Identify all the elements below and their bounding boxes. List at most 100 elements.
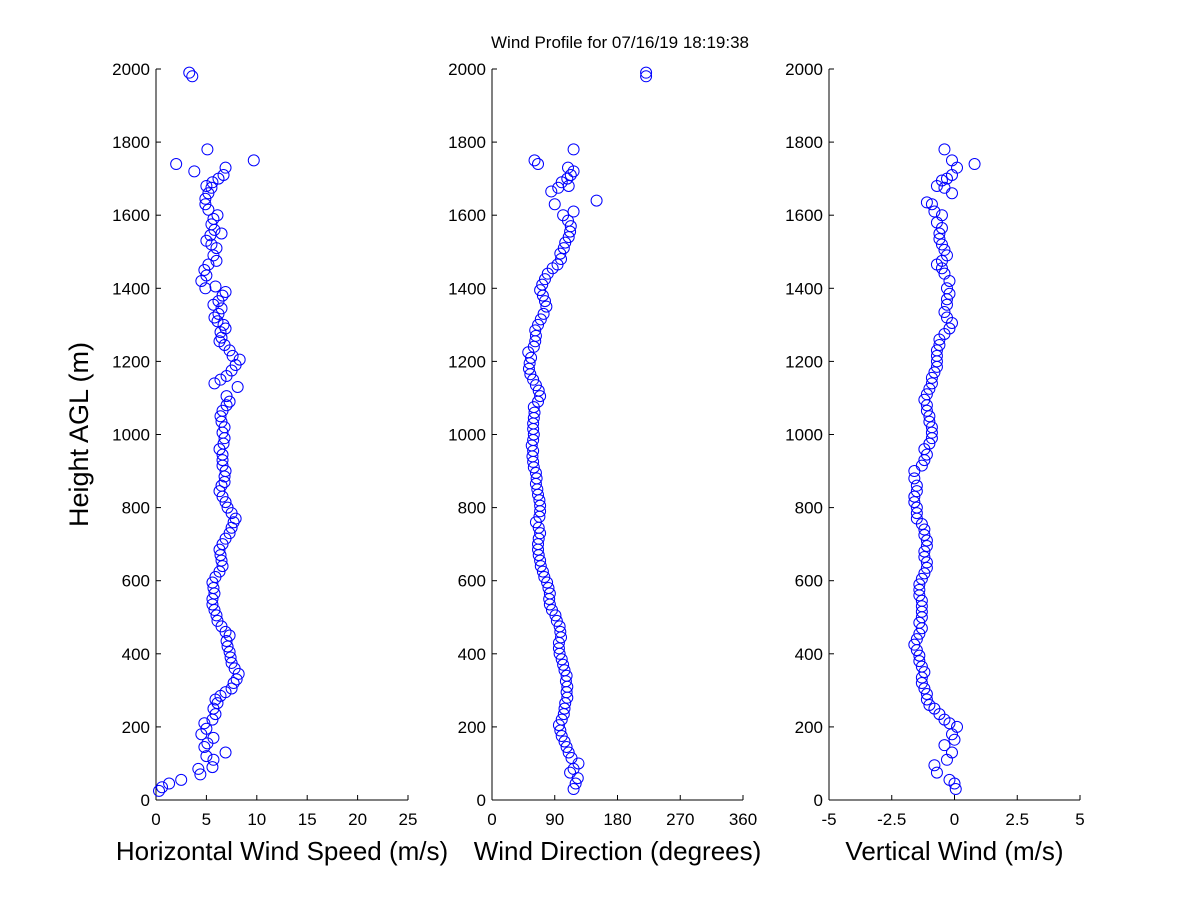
y-tick-label: 1200 <box>448 352 486 371</box>
data-point <box>925 421 938 434</box>
data-point <box>186 70 199 83</box>
y-tick-label: 1600 <box>112 206 150 225</box>
data-point <box>550 614 563 627</box>
data-point <box>915 594 928 607</box>
data-point <box>935 174 948 187</box>
data-point <box>562 179 575 192</box>
data-point <box>207 731 220 744</box>
data-point <box>923 410 936 423</box>
data-point <box>529 466 542 479</box>
y-tick-label: 1800 <box>112 133 150 152</box>
data-point <box>198 717 211 730</box>
x-tick-label: 0 <box>487 810 496 829</box>
data-point <box>247 154 260 167</box>
x-axis-label: Vertical Wind (m/s) <box>845 836 1063 866</box>
data-point <box>223 395 236 408</box>
data-point <box>223 645 236 658</box>
data-point <box>925 377 938 390</box>
data-point <box>935 238 948 251</box>
data-point <box>910 501 923 514</box>
data-point <box>925 371 938 384</box>
data-point <box>923 415 936 428</box>
x-axis-label: Wind Direction (degrees) <box>474 836 762 866</box>
data-point <box>536 278 549 291</box>
data-point <box>218 421 231 434</box>
data-point <box>216 454 229 467</box>
data-point <box>542 582 555 595</box>
data-point <box>532 158 545 171</box>
data-point <box>558 735 571 748</box>
data-point <box>567 783 580 796</box>
data-point <box>920 448 933 461</box>
data-point <box>538 273 551 286</box>
data-point <box>557 242 570 255</box>
x-tick-label: 360 <box>729 810 757 829</box>
data-point <box>945 187 958 200</box>
data-point <box>188 165 201 178</box>
data-point <box>201 143 214 156</box>
x-tick-label: 270 <box>666 810 694 829</box>
data-point <box>183 66 196 79</box>
y-tick-label: 600 <box>122 572 150 591</box>
data-point <box>208 311 221 324</box>
data-point <box>202 258 215 271</box>
y-tick-label: 2000 <box>448 60 486 79</box>
data-point <box>211 315 224 328</box>
data-point <box>560 669 573 682</box>
x-tick-label: 90 <box>545 810 564 829</box>
x-tick-label: 5 <box>1075 810 1084 829</box>
data-point <box>940 311 953 324</box>
data-point <box>918 682 931 695</box>
data-point <box>545 603 558 616</box>
data-point <box>935 209 948 222</box>
data-point <box>211 209 224 222</box>
data-point <box>564 220 577 233</box>
data-point <box>529 324 542 337</box>
data-point <box>226 349 239 362</box>
data-point <box>528 154 541 167</box>
y-tick-label: 200 <box>122 718 150 737</box>
data-point <box>206 576 219 589</box>
data-point <box>918 523 931 536</box>
data-point <box>200 179 213 192</box>
data-point <box>933 338 946 351</box>
y-tick-label: 0 <box>814 791 823 810</box>
data-point <box>207 753 220 766</box>
data-point <box>536 565 549 578</box>
data-point <box>920 688 933 701</box>
data-point <box>200 750 213 763</box>
data-point <box>202 203 215 216</box>
data-point <box>541 576 554 589</box>
data-point <box>215 227 228 240</box>
data-point <box>163 777 176 790</box>
data-point <box>567 143 580 156</box>
data-point <box>227 677 240 690</box>
data-point <box>545 185 558 198</box>
data-point <box>200 722 213 735</box>
data-point <box>949 783 962 796</box>
y-tick-label: 1800 <box>448 133 486 152</box>
data-point <box>928 759 941 772</box>
data-point <box>529 379 542 392</box>
y-axis-label: Height AGL (m) <box>64 342 94 527</box>
data-point <box>231 380 244 393</box>
x-tick-label: 2.5 <box>1005 810 1029 829</box>
y-tick-label: 1200 <box>112 352 150 371</box>
y-tick-label: 200 <box>795 718 823 737</box>
x-tick-label: 0 <box>151 810 160 829</box>
data-point <box>216 289 229 302</box>
data-point <box>214 410 227 423</box>
data-point <box>569 777 582 790</box>
data-point <box>209 280 222 293</box>
data-point <box>908 638 921 651</box>
data-point <box>951 161 964 174</box>
y-tick-label: 2000 <box>112 60 150 79</box>
y-tick-label: 1400 <box>112 279 150 298</box>
data-point <box>202 187 215 200</box>
data-point <box>210 609 223 622</box>
y-tick-label: 1600 <box>448 206 486 225</box>
data-point <box>213 485 226 498</box>
data-point <box>925 198 938 211</box>
x-tick-label: 25 <box>399 810 418 829</box>
